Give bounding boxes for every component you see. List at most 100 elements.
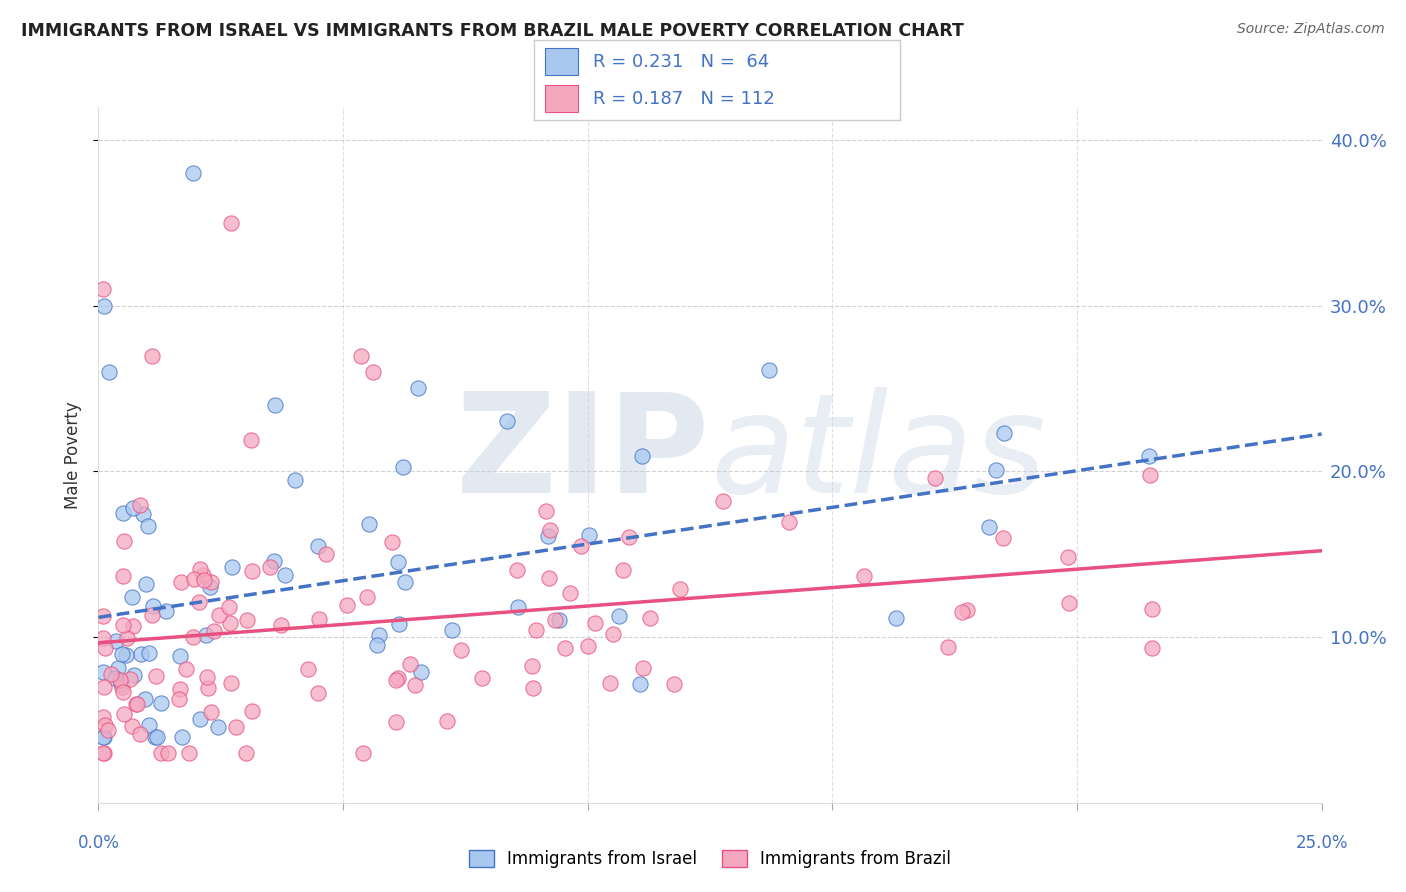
- Point: [129, 648, 152, 662]
- Point: [118, 672, 141, 686]
- Point: [495, 414, 517, 428]
- Point: [121, 591, 143, 605]
- Point: [169, 681, 191, 696]
- Point: [143, 730, 166, 744]
- Text: Source: ZipAtlas.com: Source: ZipAtlas.com: [1237, 22, 1385, 37]
- Point: [366, 638, 388, 652]
- Point: [259, 560, 281, 574]
- Text: 25.0%: 25.0%: [1295, 834, 1348, 852]
- Text: atlas: atlas: [710, 387, 1046, 523]
- Point: [97, 365, 120, 379]
- Point: [1057, 550, 1080, 565]
- Point: [633, 661, 655, 675]
- Point: [122, 667, 145, 681]
- Point: [506, 599, 529, 614]
- Point: [240, 704, 263, 718]
- Point: [134, 692, 156, 706]
- Point: [107, 661, 129, 675]
- Point: [307, 686, 329, 700]
- Point: [263, 554, 285, 568]
- Point: [308, 539, 330, 553]
- Text: IMMIGRANTS FROM ISRAEL VS IMMIGRANTS FROM BRAZIL MALE POVERTY CORRELATION CHART: IMMIGRANTS FROM ISRAEL VS IMMIGRANTS FRO…: [21, 22, 965, 40]
- Point: [112, 707, 135, 722]
- Point: [91, 746, 114, 760]
- Point: [221, 560, 243, 574]
- Point: [554, 640, 576, 655]
- Point: [194, 628, 217, 642]
- Point: [174, 662, 197, 676]
- Point: [950, 605, 973, 619]
- Point: [381, 534, 404, 549]
- Point: [986, 463, 1008, 477]
- Point: [93, 746, 115, 760]
- Point: [108, 673, 131, 688]
- Point: [91, 710, 114, 724]
- Point: [631, 450, 654, 464]
- Point: [315, 548, 337, 562]
- Text: 0.0%: 0.0%: [77, 834, 120, 852]
- Point: [1137, 449, 1160, 463]
- Point: [602, 626, 624, 640]
- Bar: [546, 85, 578, 112]
- Point: [924, 471, 946, 485]
- Point: [240, 434, 263, 448]
- Point: [758, 362, 780, 376]
- Point: [208, 608, 231, 623]
- Point: [664, 677, 686, 691]
- Point: [155, 604, 177, 618]
- Point: [522, 681, 544, 695]
- Point: [406, 381, 429, 395]
- Point: [200, 705, 222, 719]
- Point: [583, 616, 606, 631]
- Point: [350, 349, 373, 363]
- Point: [993, 531, 1015, 545]
- Point: [1140, 640, 1163, 655]
- Point: [111, 648, 134, 662]
- Point: [193, 574, 215, 588]
- Point: [110, 677, 132, 691]
- Point: [221, 676, 243, 690]
- Point: [149, 697, 172, 711]
- Point: [157, 746, 180, 760]
- Point: [219, 216, 242, 230]
- Point: [146, 730, 169, 744]
- Point: [138, 646, 160, 660]
- Point: [181, 166, 204, 180]
- Point: [977, 520, 1000, 534]
- Point: [218, 599, 240, 614]
- Point: [190, 562, 212, 576]
- Point: [308, 612, 330, 626]
- Point: [121, 500, 143, 515]
- Point: [273, 567, 295, 582]
- Point: [404, 678, 426, 692]
- Point: [534, 503, 557, 517]
- Point: [115, 631, 138, 645]
- Point: [125, 698, 148, 712]
- Point: [263, 398, 285, 412]
- Point: [225, 720, 247, 734]
- Point: [127, 697, 149, 711]
- Point: [1057, 596, 1080, 610]
- Text: ZIP: ZIP: [456, 387, 710, 523]
- Point: [544, 613, 567, 627]
- Point: [112, 618, 135, 632]
- Point: [612, 563, 634, 577]
- Point: [956, 603, 979, 617]
- Point: [97, 723, 120, 737]
- Point: [188, 712, 211, 726]
- Point: [141, 608, 163, 623]
- Point: [548, 613, 571, 627]
- Point: [93, 718, 115, 732]
- Point: [558, 586, 581, 600]
- Point: [638, 610, 661, 624]
- Point: [202, 624, 225, 638]
- Point: [520, 658, 543, 673]
- Point: [170, 574, 193, 589]
- Point: [578, 528, 600, 542]
- Point: [471, 671, 494, 685]
- Point: [938, 640, 960, 654]
- Point: [104, 671, 127, 685]
- Point: [187, 595, 209, 609]
- Point: [387, 555, 409, 569]
- Point: [357, 517, 380, 532]
